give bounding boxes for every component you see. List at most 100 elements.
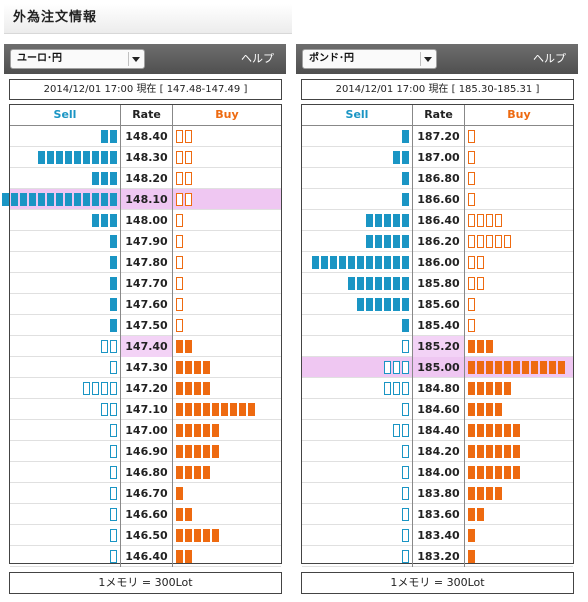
- row-divider: [302, 440, 573, 441]
- sell-volume-block: [330, 256, 337, 269]
- buy-volume-block: [176, 151, 183, 164]
- buy-volume-block: [468, 130, 475, 143]
- buy-volume-block: [468, 487, 475, 500]
- row-divider: [302, 545, 573, 546]
- buy-volume-block: [468, 466, 475, 479]
- buy-volume-cell: [174, 294, 281, 315]
- row-divider: [10, 503, 281, 504]
- sell-volume-block: [402, 298, 409, 311]
- table-row: 185.60: [302, 294, 573, 315]
- sell-volume-block: [92, 214, 99, 227]
- currency-pair-select[interactable]: ポンド･円: [302, 49, 437, 69]
- currency-pair-select[interactable]: ユーロ･円: [10, 49, 145, 69]
- buy-volume-block: [468, 256, 475, 269]
- buy-volume-block: [176, 172, 183, 185]
- sell-volume-block: [101, 403, 108, 416]
- buy-volume-block: [176, 529, 183, 542]
- buy-volume-block: [176, 361, 183, 374]
- sell-volume-block: [375, 277, 382, 290]
- buy-volume-block: [185, 508, 192, 521]
- sell-volume-block: [402, 172, 409, 185]
- rate-column-header: Rate: [120, 105, 173, 125]
- table-row: 183.80: [302, 483, 573, 504]
- sell-volume-block: [402, 529, 409, 542]
- buy-volume-block: [486, 403, 493, 416]
- scale-legend: 1メモリ = 300Lot: [301, 572, 574, 594]
- chevron-down-icon[interactable]: [128, 52, 142, 66]
- rate-cell: 146.90: [120, 441, 173, 462]
- sell-volume-cell: [10, 126, 119, 147]
- help-link[interactable]: ヘルプ: [533, 52, 566, 65]
- row-divider: [10, 545, 281, 546]
- buy-volume-cell: [174, 168, 281, 189]
- buy-volume-block: [194, 403, 201, 416]
- rate-cell: 146.70: [120, 483, 173, 504]
- row-divider: [10, 251, 281, 252]
- sell-volume-block: [101, 130, 108, 143]
- buy-volume-block: [468, 382, 475, 395]
- rate-cell: 185.80: [412, 273, 465, 294]
- sell-volume-block: [110, 487, 117, 500]
- buy-volume-block: [185, 403, 192, 416]
- buy-volume-block: [185, 172, 192, 185]
- buy-volume-block: [239, 403, 246, 416]
- buy-volume-block: [477, 256, 484, 269]
- buy-volume-cell: [466, 168, 573, 189]
- scale-legend: 1メモリ = 300Lot: [9, 572, 282, 594]
- buy-volume-block: [477, 508, 484, 521]
- row-divider: [302, 251, 573, 252]
- buy-volume-block: [468, 340, 475, 353]
- sell-volume-block: [402, 382, 409, 395]
- order-book-table: Sell Rate Buy 148.40 148.30 148.20 148.10 14…: [2, 104, 282, 567]
- buy-volume-cell: [174, 399, 281, 420]
- table-row: 185.40: [302, 315, 573, 336]
- rate-cell: 147.00: [120, 420, 173, 441]
- sell-volume-block: [110, 130, 117, 143]
- chevron-down-icon[interactable]: [420, 52, 434, 66]
- rate-cell: 186.20: [412, 231, 465, 252]
- sell-volume-block: [393, 298, 400, 311]
- buy-volume-block: [468, 193, 475, 206]
- row-divider: [302, 293, 573, 294]
- buy-volume-block: [185, 445, 192, 458]
- buy-volume-block: [504, 466, 511, 479]
- sell-volume-block: [83, 193, 90, 206]
- sell-volume-block: [101, 193, 108, 206]
- buy-volume-block: [486, 487, 493, 500]
- sell-volume-cell: [302, 525, 411, 546]
- sell-volume-cell: [302, 189, 411, 210]
- row-divider: [10, 461, 281, 462]
- rate-cell: 146.40: [120, 546, 173, 567]
- rate-cell: 186.80: [412, 168, 465, 189]
- buy-volume-block: [221, 403, 228, 416]
- buy-volume-block: [176, 277, 183, 290]
- buy-volume-block: [176, 487, 183, 500]
- sell-volume-block: [402, 466, 409, 479]
- row-divider: [10, 314, 281, 315]
- rate-cell: 184.80: [412, 378, 465, 399]
- help-link[interactable]: ヘルプ: [241, 52, 274, 65]
- buy-volume-block: [477, 487, 484, 500]
- buy-volume-block: [203, 424, 210, 437]
- sell-volume-block: [110, 382, 117, 395]
- sell-volume-block: [101, 340, 108, 353]
- buy-volume-block: [477, 214, 484, 227]
- buy-volume-block: [468, 445, 475, 458]
- sell-volume-block: [11, 193, 18, 206]
- row-divider: [302, 272, 573, 273]
- table-row: 147.20: [10, 378, 281, 399]
- buy-volume-block: [513, 424, 520, 437]
- rate-cell: 185.00: [412, 357, 465, 378]
- buy-volume-block: [477, 235, 484, 248]
- table-row: 184.60: [302, 399, 573, 420]
- rate-cell: 183.40: [412, 525, 465, 546]
- sell-volume-cell: [302, 252, 411, 273]
- buy-volume-cell: [466, 252, 573, 273]
- buy-volume-cell: [466, 399, 573, 420]
- sell-volume-block: [393, 235, 400, 248]
- row-divider: [302, 524, 573, 525]
- sell-volume-cell: [302, 420, 411, 441]
- sell-volume-block: [384, 361, 391, 374]
- buy-volume-cell: [466, 273, 573, 294]
- buy-volume-block: [468, 550, 475, 563]
